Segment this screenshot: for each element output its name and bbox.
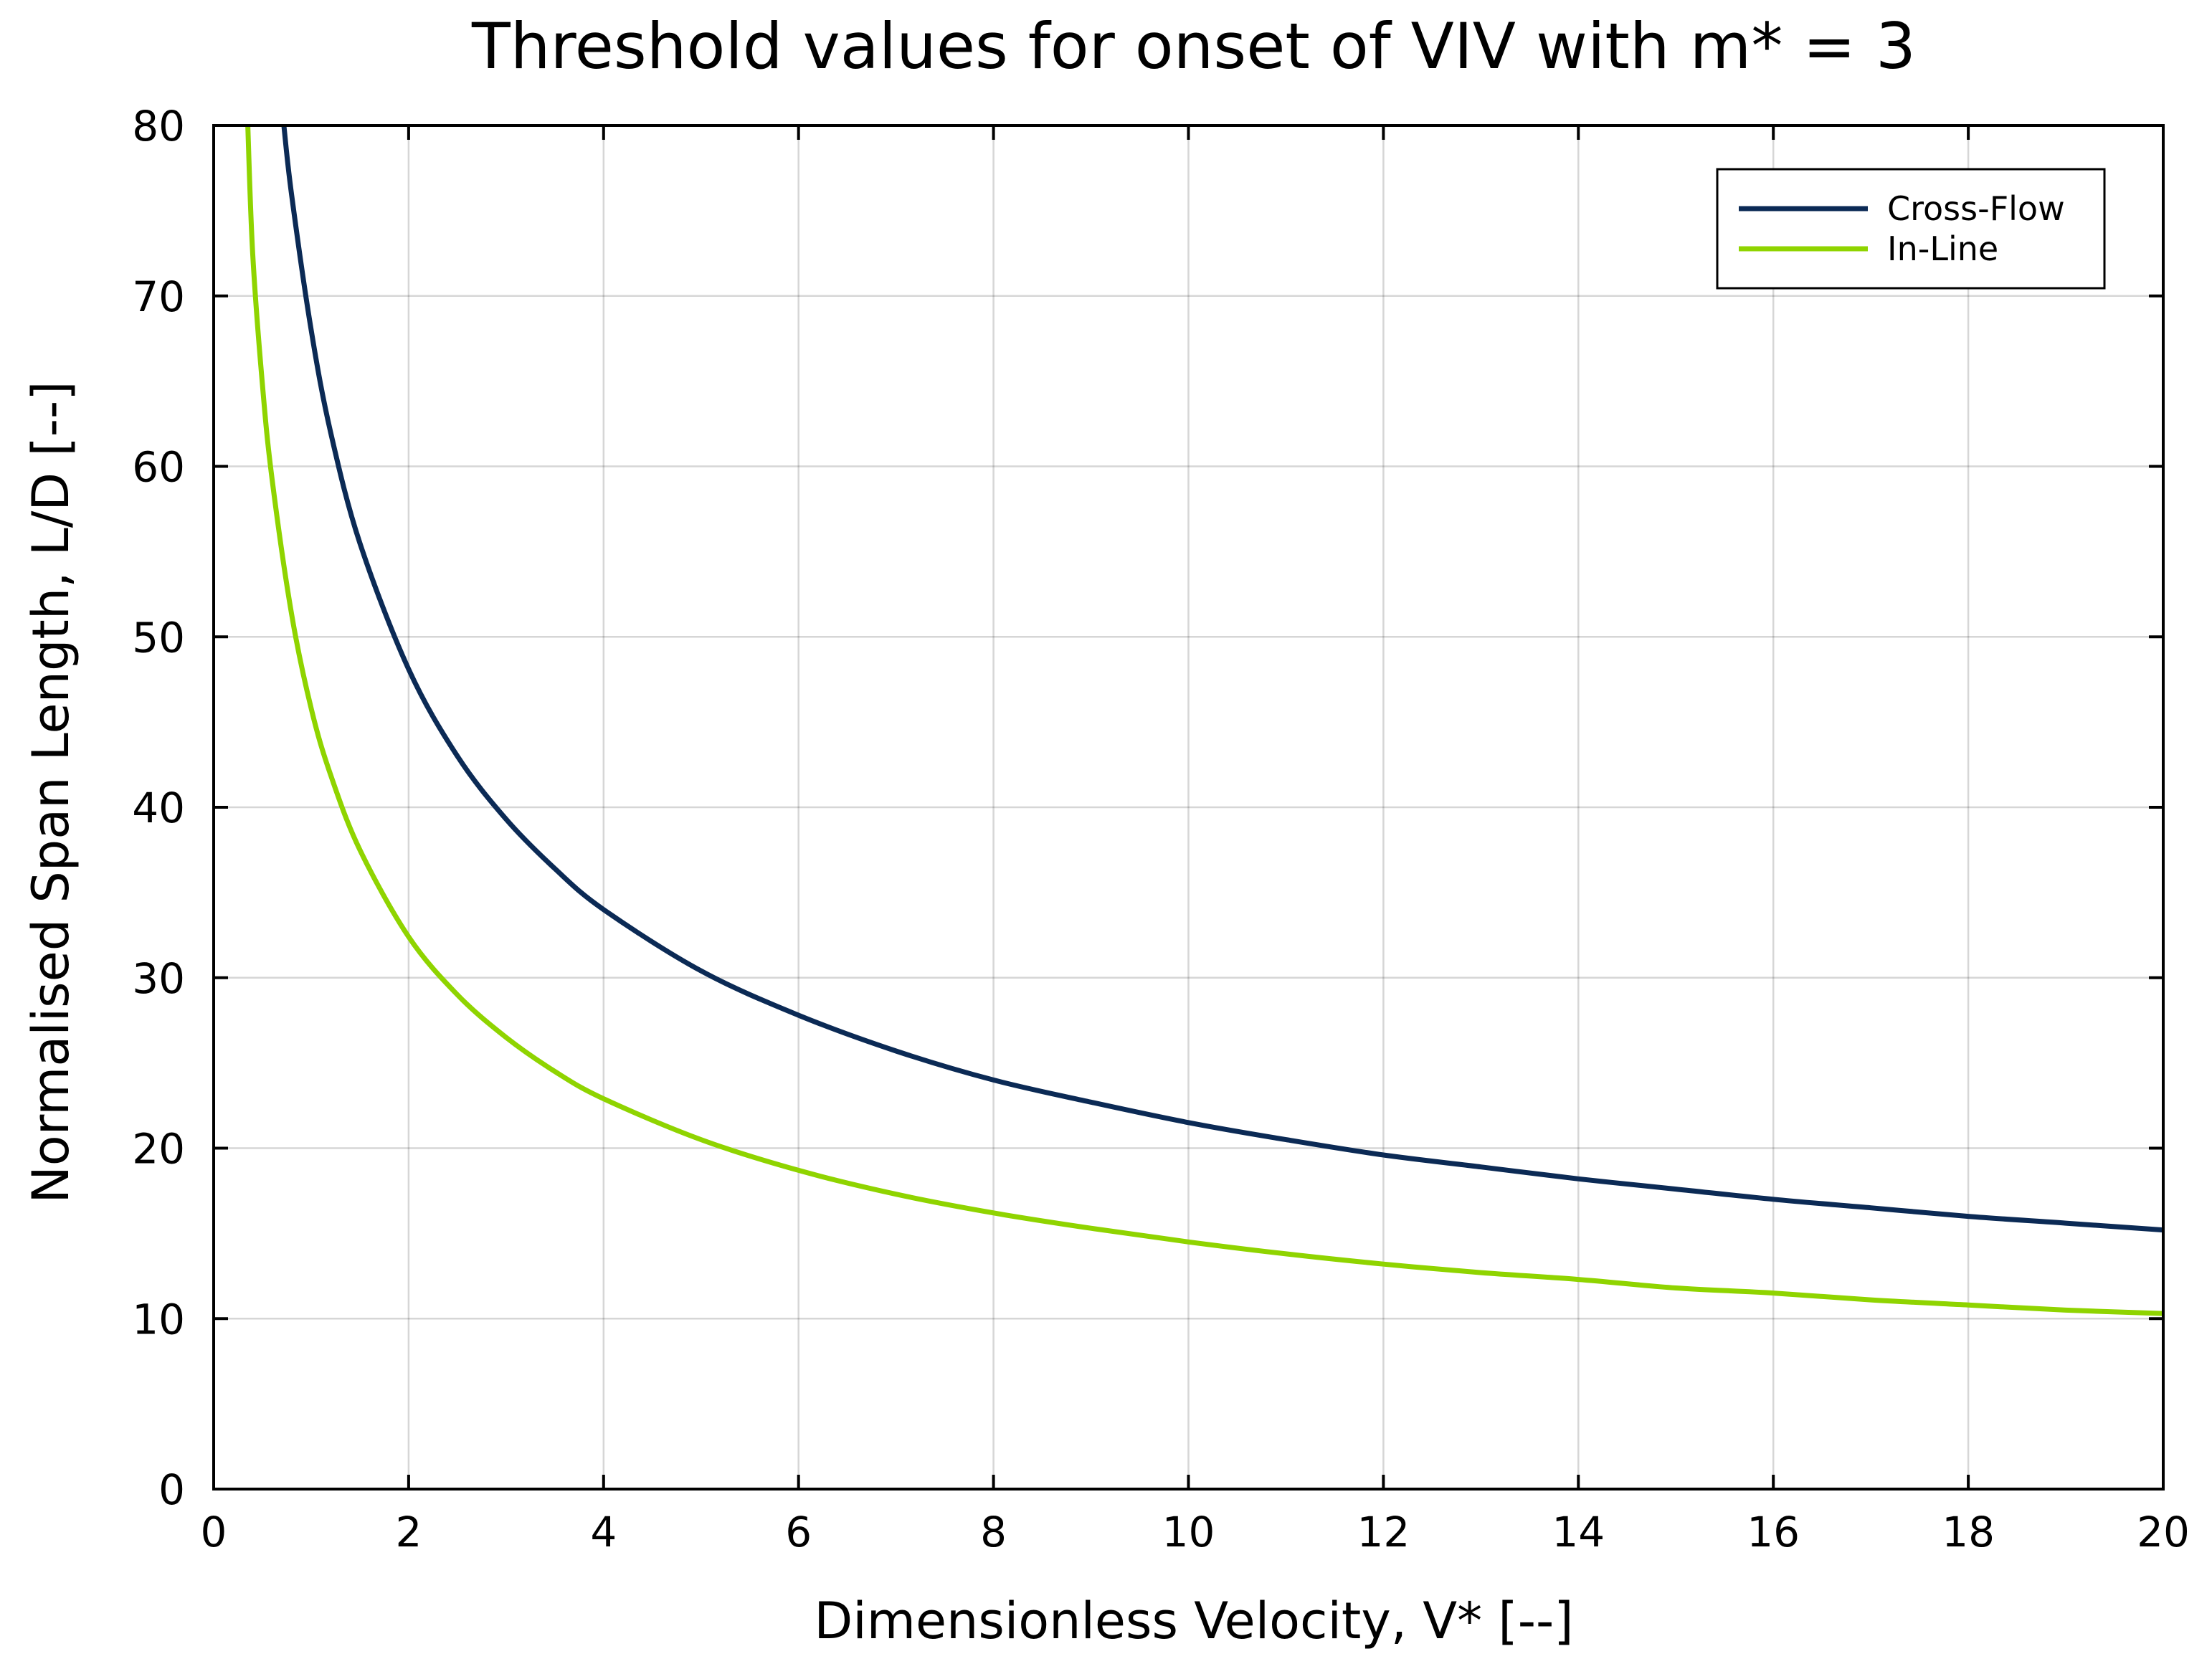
x-tick-label: 6 — [785, 1508, 812, 1556]
y-tick-label: 30 — [132, 954, 185, 1003]
x-tick-label: 12 — [1357, 1508, 1410, 1556]
x-tick-label: 18 — [1942, 1508, 1995, 1556]
series-layer — [245, 125, 2164, 1316]
legend-label-cross-flow: Cross-Flow — [1887, 189, 2065, 228]
y-tick-label: 40 — [132, 784, 185, 832]
y-tick-label: 10 — [132, 1295, 185, 1344]
x-tick-label: 14 — [1552, 1508, 1605, 1556]
legend-label-in-line: In-Line — [1887, 229, 1998, 268]
y-tick-label: 60 — [132, 443, 185, 492]
x-tick-label: 4 — [590, 1508, 617, 1556]
x-axis-label: Dimensionless Velocity, V* [--] — [814, 1592, 1573, 1650]
y-tick-label: 70 — [132, 272, 185, 321]
x-tick-label: 8 — [980, 1508, 1007, 1556]
y-tick-label: 80 — [132, 102, 185, 151]
y-tick-label: 20 — [132, 1125, 185, 1174]
x-tick-label: 2 — [395, 1508, 422, 1556]
x-tick-label: 16 — [1747, 1508, 1800, 1556]
y-tick-label: 50 — [132, 613, 185, 662]
legend-box — [1716, 168, 2106, 290]
x-tick-label: 10 — [1162, 1508, 1215, 1556]
y-axis-label: Normalised Span Length, L/D [--] — [22, 381, 80, 1203]
x-tick-label: 0 — [201, 1508, 227, 1556]
y-tick-label: 0 — [158, 1465, 185, 1514]
series-line-in-line — [245, 125, 2164, 1316]
x-tick-label: 20 — [2137, 1508, 2190, 1556]
series-line-cross-flow — [281, 125, 2164, 1233]
ticks: 0 2 4 6 8 10 12 14 16 18 20 0 10 20 30 40 50 60 70 80 — [132, 102, 2190, 1556]
chart-title: Threshold values for onset of VIV with m… — [471, 9, 1916, 83]
